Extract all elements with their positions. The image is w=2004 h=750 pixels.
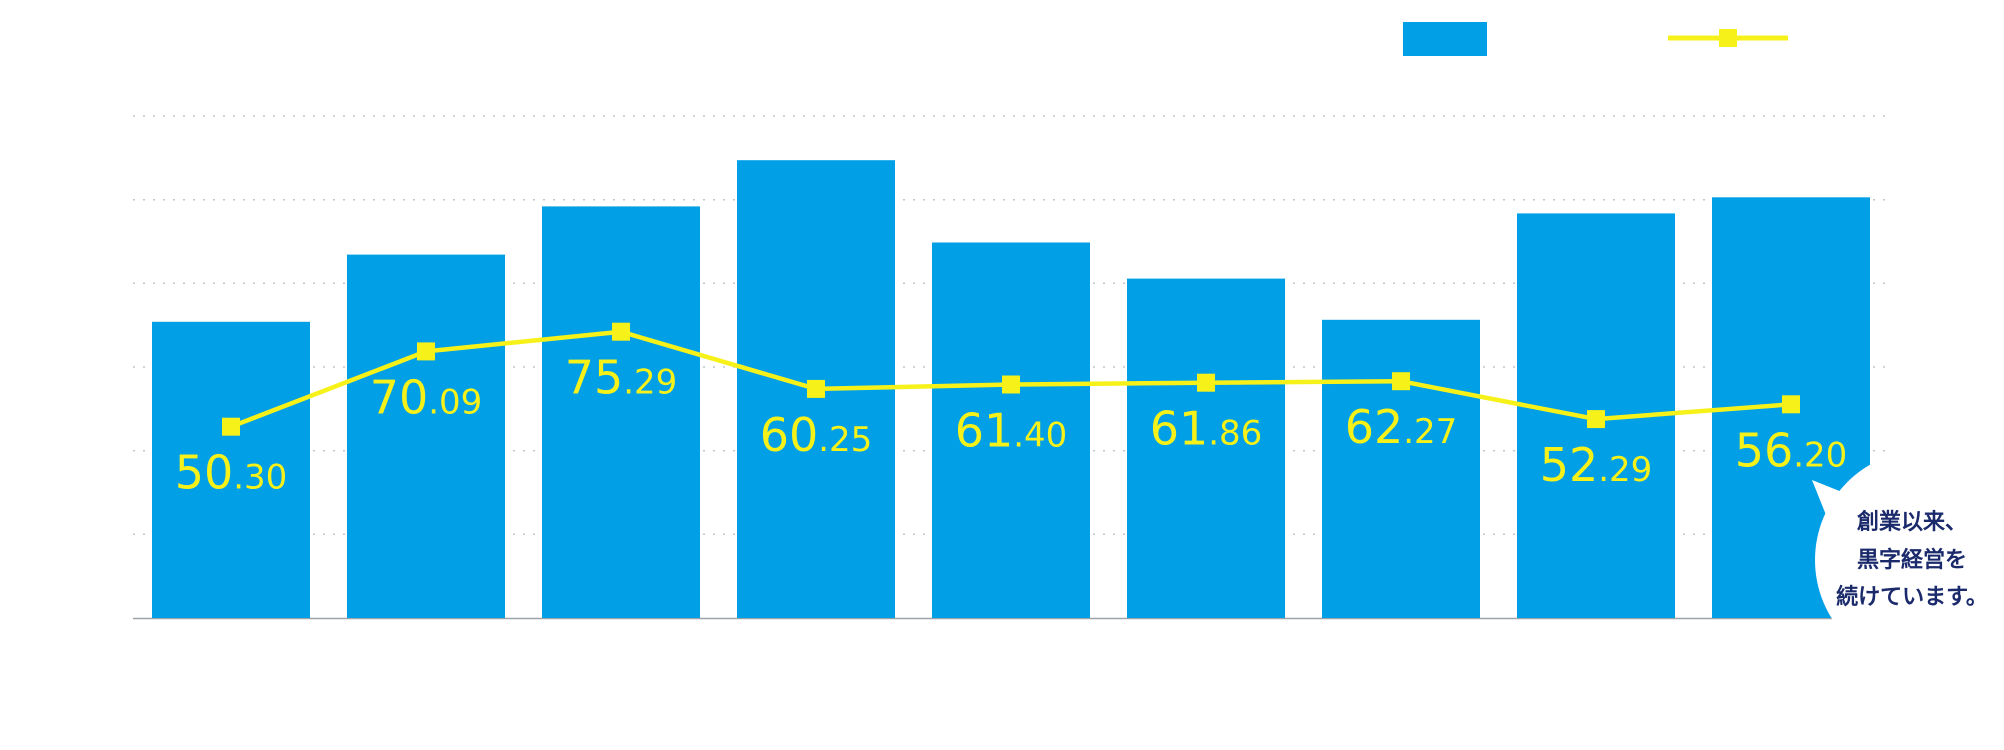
value-labels: 50.30 70.09 75.29 60.25 61.40 61.86 62.27 52.29…	[175, 351, 1848, 500]
callout-circle	[1815, 450, 2004, 670]
value-label: 61.86	[1150, 402, 1263, 456]
line-marker	[1587, 410, 1605, 429]
value-label: 62.27	[1345, 400, 1458, 454]
value-label: 52.29	[1540, 438, 1653, 492]
value-label: 50.30	[175, 446, 288, 500]
bar	[542, 206, 700, 618]
bar	[1127, 278, 1285, 618]
value-label: 61.40	[955, 404, 1068, 458]
line-marker	[222, 417, 240, 436]
callout-text-line: 黒字経営を	[1857, 547, 1967, 573]
legend-bar-swatch	[1403, 22, 1487, 56]
callout-text-line: 創業以来、	[1857, 510, 1967, 535]
callout-text-line: 続けています。	[1836, 584, 1988, 610]
legend	[1403, 22, 1788, 56]
line-marker	[612, 322, 630, 341]
bar	[152, 321, 310, 618]
line-marker	[1392, 372, 1410, 391]
value-label: 75.29	[565, 351, 678, 405]
value-label: 60.25	[760, 408, 873, 462]
line-marker	[417, 342, 435, 361]
bar	[1322, 319, 1480, 618]
grid-lines	[133, 115, 1890, 620]
bar	[932, 242, 1090, 618]
value-label: 56.20	[1735, 423, 1848, 477]
line-marker	[807, 379, 825, 398]
value-label: 70.09	[370, 370, 483, 424]
line-marker	[1782, 395, 1800, 414]
line-marker	[1197, 373, 1215, 392]
line-series	[222, 322, 1800, 436]
bar	[347, 254, 505, 618]
line-marker	[1002, 375, 1020, 394]
legend-line-marker	[1719, 29, 1737, 47]
